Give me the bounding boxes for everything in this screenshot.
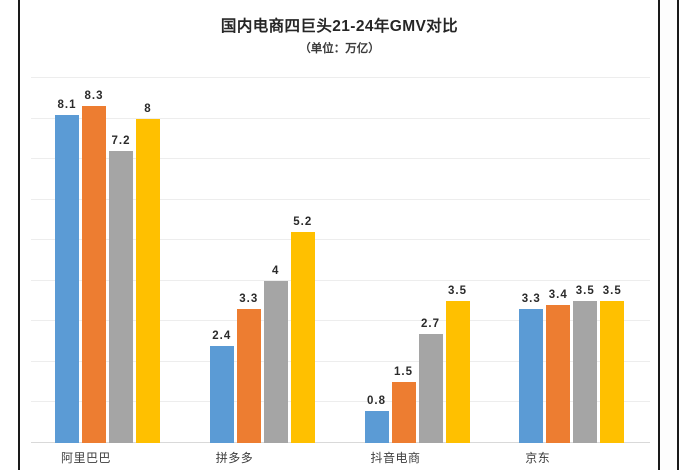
- bar-slot: 2.7: [418, 78, 443, 443]
- page-edge-left: [18, 0, 20, 470]
- bar-group-bars: 0.8 1.5 2.7 3.5: [364, 78, 471, 443]
- bar-value-label: 8.3: [84, 90, 104, 103]
- x-axis-label: 抖音电商: [370, 451, 421, 465]
- bar[interactable]: [600, 301, 625, 443]
- bar[interactable]: [136, 118, 160, 443]
- bar[interactable]: [445, 301, 470, 443]
- bar-slot: 8.3: [82, 78, 106, 443]
- bar-chart: 国内电商四巨头21-24年GMV对比 （单位：万亿） 8.1 8.3 7.2 8 2.4…: [21, 0, 658, 470]
- gridline: [31, 77, 650, 78]
- bar-slot: 3.4: [546, 78, 571, 443]
- bar[interactable]: [263, 280, 288, 443]
- axis-baseline: [31, 442, 650, 443]
- gridline: [31, 360, 650, 362]
- bar-group-bars: 2.4 3.3 4 5.2: [209, 78, 316, 443]
- bar-value-label: 5.2: [293, 216, 313, 229]
- bar-value-label: 7.2: [111, 135, 131, 147]
- bar-slot: 0.8: [364, 78, 389, 443]
- bar-groups: 8.1 8.3 7.2 8 2.4 3.3 4 5.2 0.8 1.5 2.7 3.5 3.3 3.4 3.…: [31, 78, 650, 443]
- chart-subtitle: （单位：万亿）: [299, 42, 380, 55]
- page-gutter: [660, 0, 677, 470]
- bar-group: 8.1 8.3 7.2 8: [31, 78, 186, 443]
- gridlines: [31, 77, 650, 443]
- bar-value-label: 4: [272, 264, 280, 277]
- bar-value-label: 3.5: [602, 285, 622, 298]
- bar-slot: 3.3: [519, 78, 544, 443]
- bar-slot: 3.5: [445, 78, 470, 443]
- bar-group: 2.4 3.3 4 5.2: [186, 78, 341, 443]
- bar-slot: 3.5: [573, 78, 598, 443]
- gridline: [31, 158, 650, 160]
- page-edge-right-outer: [677, 0, 679, 470]
- bar-slot: 8.1: [55, 78, 79, 443]
- bar-value-label: 3.5: [448, 285, 467, 298]
- bar[interactable]: [546, 305, 571, 443]
- bar-value-label: 0.8: [367, 394, 386, 407]
- bar-value-label: 3.5: [575, 285, 595, 298]
- bar[interactable]: [209, 345, 234, 443]
- bar-group-bars: 3.3 3.4 3.5 3.5: [519, 78, 625, 443]
- bar-slot: 1.5: [391, 78, 416, 443]
- bar[interactable]: [55, 114, 79, 443]
- page-edge-right-inner: [658, 0, 660, 470]
- gridline: [31, 320, 650, 322]
- bar[interactable]: [236, 309, 261, 443]
- bar-value-label: 2.4: [212, 329, 232, 342]
- bar-group: 0.8 1.5 2.7 3.5: [341, 78, 496, 443]
- bar-slot: 2.4: [209, 78, 234, 443]
- bar[interactable]: [418, 333, 443, 443]
- x-axis-label: 阿里巴巴: [61, 451, 112, 465]
- bar-value-label: 3.4: [548, 289, 568, 302]
- bar-slot: 3.5: [600, 78, 625, 443]
- gridline: [31, 198, 650, 200]
- bar-group-bars: 8.1 8.3 7.2 8: [55, 78, 161, 443]
- bar-value-label: 8.1: [57, 98, 77, 111]
- gridline: [31, 279, 650, 281]
- bar-value-label: 2.7: [421, 317, 440, 330]
- bar[interactable]: [519, 309, 544, 443]
- chart-header: 国内电商四巨头21-24年GMV对比 （单位：万亿）: [21, 18, 658, 56]
- x-axis-category-labels: 阿里巴巴 拼多多 抖音电商 京东: [31, 449, 650, 466]
- bar-value-label: 3.3: [239, 293, 259, 306]
- gridline: [31, 117, 650, 119]
- bar-value-label: 1.5: [394, 366, 413, 379]
- bar-slot: 7.2: [109, 78, 133, 443]
- x-axis-label: 拼多多: [215, 451, 254, 465]
- plot-area: 8.1 8.3 7.2 8 2.4 3.3 4 5.2 0.8 1.5 2.7 3.5 3.3 3.4 3.…: [31, 77, 650, 443]
- bar[interactable]: [82, 106, 106, 443]
- bar-group: 3.3 3.4 3.5 3.5: [495, 78, 650, 443]
- bar-slot: 4: [263, 78, 288, 443]
- bar-slot: 5.2: [290, 78, 315, 443]
- x-axis-label: 京东: [525, 451, 551, 465]
- bar[interactable]: [109, 151, 133, 443]
- bar-slot: 8: [136, 78, 160, 443]
- bar-value-label: 8: [144, 102, 152, 115]
- gridline: [31, 401, 650, 403]
- bar[interactable]: [573, 301, 598, 443]
- bar-slot: 3.3: [236, 78, 261, 443]
- bar[interactable]: [290, 232, 315, 443]
- bar-value-label: 3.3: [521, 293, 541, 306]
- bar[interactable]: [364, 410, 389, 443]
- gridline: [31, 239, 650, 241]
- chart-title: 国内电商四巨头21-24年GMV对比: [220, 18, 459, 35]
- bar[interactable]: [391, 382, 416, 443]
